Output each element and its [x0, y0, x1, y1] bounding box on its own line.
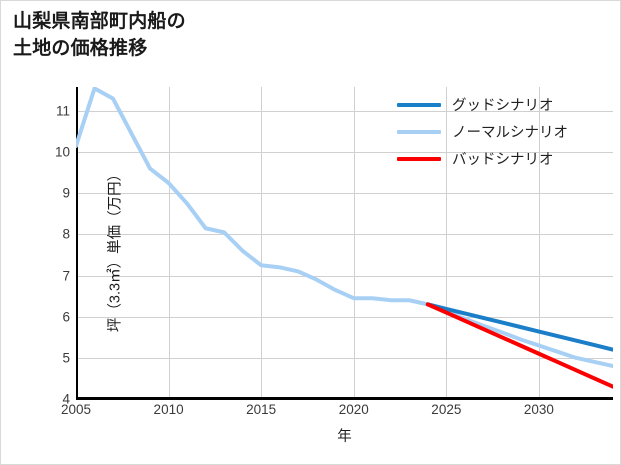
x-tick-label: 2015 — [246, 402, 277, 417]
y-axis-line — [76, 87, 78, 399]
gridline-vertical — [168, 87, 170, 399]
y-tick-label: 6 — [62, 309, 70, 325]
legend-label-normal: ノーマルシナリオ — [452, 125, 568, 141]
x-tick-label: 2030 — [523, 402, 554, 417]
x-axis-tick-labels: 2005 2010 2015 2020 2025 2030 — [61, 402, 613, 422]
gridline-horizontal — [76, 193, 613, 195]
x-tick-label: 2020 — [338, 402, 369, 417]
legend-item-normal[interactable]: ノーマルシナリオ — [397, 118, 612, 145]
y-tick-label: 10 — [54, 144, 70, 160]
gridline-horizontal — [76, 316, 613, 318]
y-tick-label: 11 — [55, 103, 70, 119]
y-tick-label: 5 — [62, 350, 70, 366]
legend-swatch-bad — [397, 156, 441, 161]
legend-label-bad: バッドシナリオ — [452, 152, 554, 168]
x-tick-label: 2025 — [431, 402, 462, 417]
page-title: 山梨県南部町内船の 土地の価格推移 — [13, 11, 186, 59]
series-line-normal — [76, 88, 613, 366]
x-tick-label: 2005 — [60, 402, 92, 417]
y-tick-label: 8 — [62, 226, 70, 242]
legend-label-good: グッドシナリオ — [452, 98, 554, 114]
gridline-vertical — [261, 87, 263, 399]
x-axis-line — [76, 397, 613, 400]
y-tick-label: 9 — [62, 185, 70, 201]
gridline-horizontal — [76, 357, 613, 359]
x-axis-title: 年 — [337, 429, 352, 445]
series-lines — [76, 87, 613, 399]
gridline-vertical — [446, 87, 448, 399]
y-tick-label: 4 — [62, 391, 70, 407]
x-tick-label: 2010 — [153, 402, 184, 417]
y-axis-title: 坪（3.3㎡）単価（万円） — [107, 166, 124, 333]
legend-item-good[interactable]: グッドシナリオ — [397, 91, 612, 118]
gridline-horizontal — [76, 275, 613, 277]
gridline-vertical — [353, 87, 355, 399]
legend-item-bad[interactable]: バッドシナリオ — [397, 145, 612, 172]
y-axis-tick-labels: 4 5 6 7 8 9 10 11 — [36, 87, 70, 407]
legend: グッドシナリオ ノーマルシナリオ バッドシナリオ — [397, 91, 612, 172]
gridline-horizontal — [76, 152, 613, 154]
y-tick-label: 7 — [62, 268, 70, 284]
series-line-bad — [428, 304, 613, 386]
gridline-horizontal — [76, 111, 613, 112]
series-line-good — [428, 304, 613, 349]
gridline-vertical — [538, 87, 540, 399]
plot-area: 坪（3.3㎡）単価（万円） — [76, 87, 613, 400]
legend-swatch-good — [397, 102, 441, 107]
legend-swatch-normal — [397, 129, 441, 134]
gridline-horizontal — [76, 234, 613, 236]
